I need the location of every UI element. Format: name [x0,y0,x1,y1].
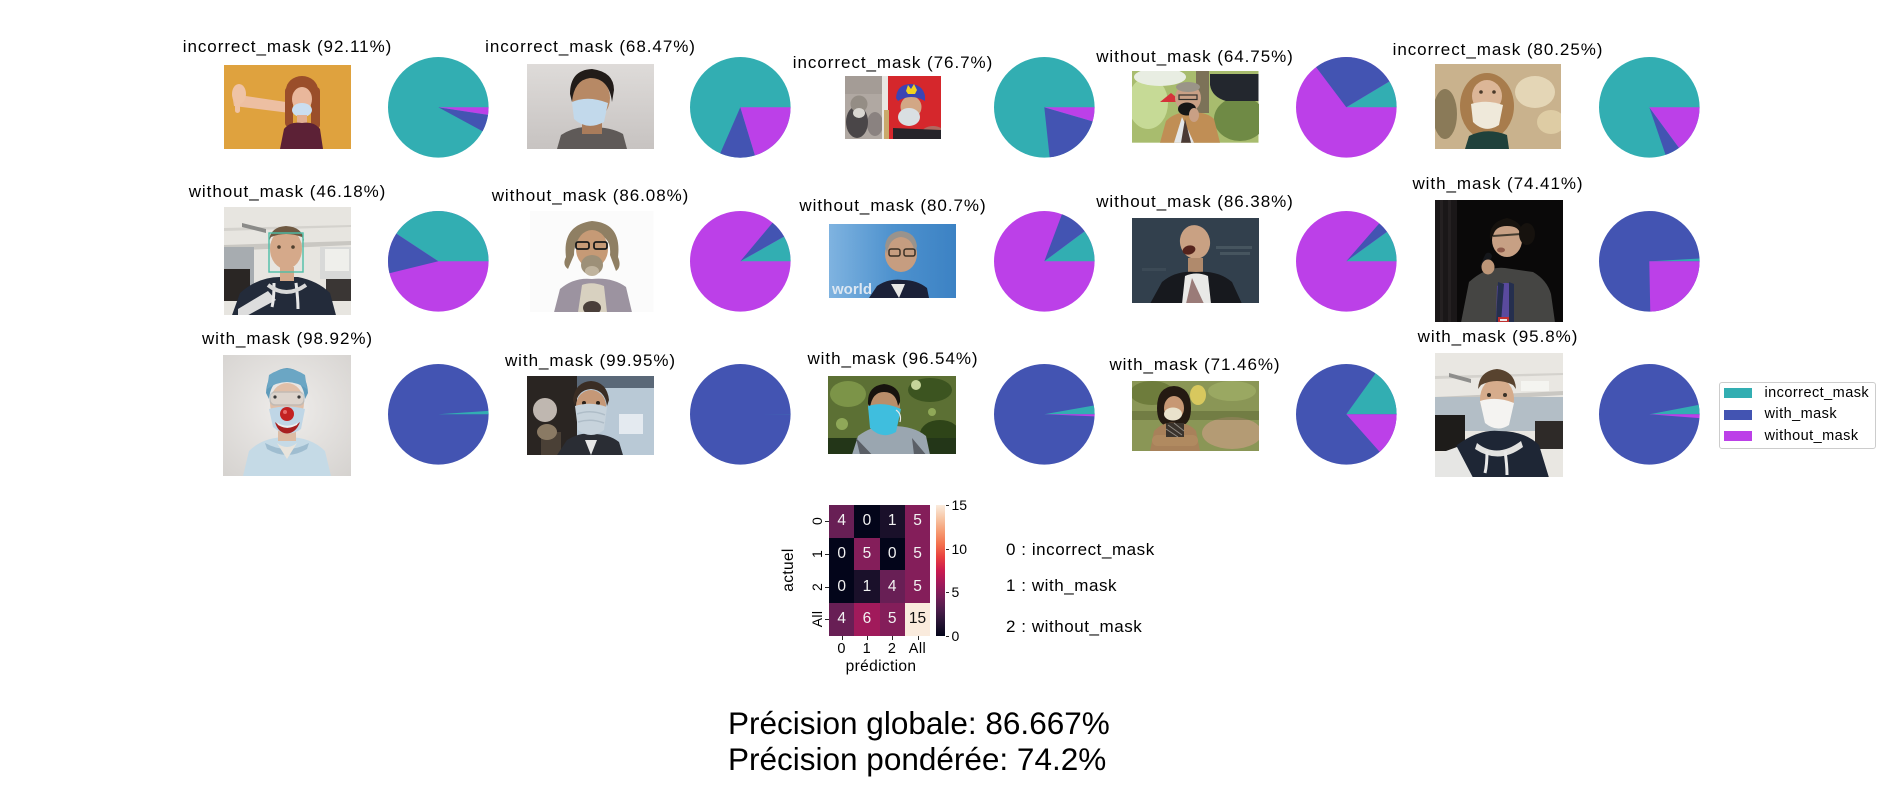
svg-text:world: world [831,281,872,298]
